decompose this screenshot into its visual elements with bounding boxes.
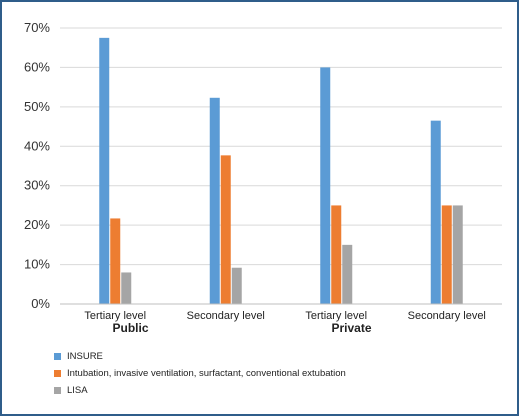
legend-swatch	[54, 353, 61, 360]
y-axis-ticks: 0% 10% 20% 30% 40% 50% 60% 70%	[24, 20, 50, 311]
legend: INSURE Intubation, invasive ventilation, …	[54, 348, 346, 399]
x-group-label: Public	[112, 321, 148, 335]
bar-lisa	[231, 267, 242, 304]
legend-label: INSURE	[67, 351, 103, 362]
y-tick-label: 0%	[31, 296, 50, 311]
y-tick-label: 70%	[24, 20, 50, 35]
bar-intubation	[331, 205, 342, 304]
legend-item: LISA	[54, 382, 346, 399]
legend-swatch	[54, 387, 61, 394]
group-labels: Public Private	[112, 321, 371, 335]
bar-intubation	[441, 205, 452, 304]
x-group-label: Private	[331, 321, 371, 335]
y-tick-label: 10%	[24, 257, 50, 272]
category-labels: Tertiary level Secondary level Tertiary le…	[84, 310, 486, 322]
bar-insure	[99, 37, 110, 304]
x-category-label: Tertiary level	[84, 310, 146, 322]
bar-lisa	[342, 244, 353, 304]
bar-insure	[430, 120, 441, 305]
y-tick-label: 60%	[24, 59, 50, 74]
bar-insure	[209, 97, 220, 304]
legend-item: Intubation, invasive ventilation, surfac…	[54, 365, 346, 382]
bar-insure	[320, 67, 331, 304]
x-category-label: Tertiary level	[305, 310, 367, 322]
legend-label: Intubation, invasive ventilation, surfac…	[67, 368, 346, 379]
y-tick-label: 50%	[24, 99, 50, 114]
bar-lisa	[452, 205, 463, 304]
x-category-label: Secondary level	[187, 310, 265, 322]
y-tick-label: 20%	[24, 217, 50, 232]
legend-item: INSURE	[54, 348, 346, 365]
bar-intubation	[220, 155, 231, 304]
x-category-label: Secondary level	[408, 310, 486, 322]
y-tick-label: 30%	[24, 178, 50, 193]
bar-intubation	[110, 218, 121, 304]
legend-label: LISA	[67, 385, 88, 396]
bar-lisa	[121, 272, 132, 304]
gridlines	[60, 27, 502, 266]
bar-chart: 0% 10% 20% 30% 40% 50% 60% 70% Tertiary level Se…	[24, 20, 502, 335]
bars	[99, 37, 463, 305]
y-tick-label: 40%	[24, 138, 50, 153]
legend-swatch	[54, 370, 61, 377]
